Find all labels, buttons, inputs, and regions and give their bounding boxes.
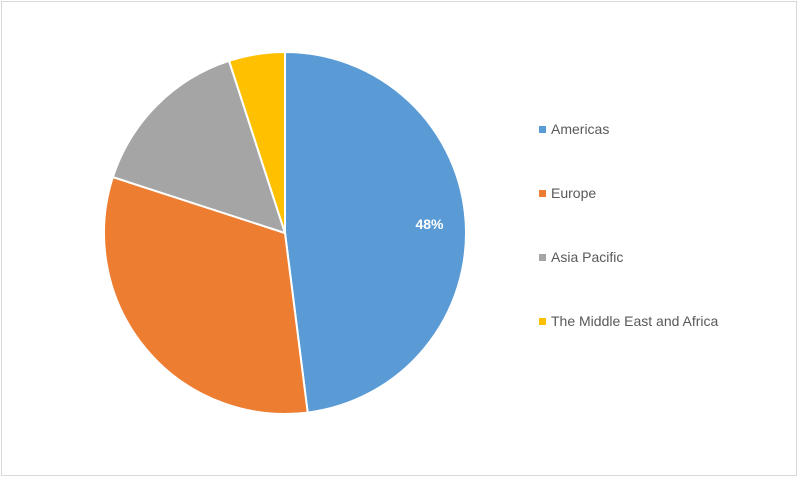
legend-swatch-americas (539, 126, 546, 133)
legend-label-middle-east-africa: The Middle East and Africa (551, 313, 719, 329)
legend-item-middle-east-africa: The Middle East and Africa (539, 312, 718, 376)
legend-swatch-middle-east-africa (539, 318, 546, 325)
data-label-americas: 48% (415, 216, 444, 232)
legend-item-europe: Europe (539, 184, 718, 248)
legend-label-americas: Americas (551, 121, 610, 137)
legend-item-americas: Americas (539, 120, 718, 184)
pie-slice-europe (103, 175, 309, 415)
pie-slice-americas (284, 50, 467, 414)
legend-label-europe: Europe (551, 185, 597, 201)
legend-item-asia-pacific: Asia Pacific (539, 248, 718, 312)
legend: Americas Europe Asia Pacific The Middle … (539, 120, 718, 376)
pie-slice-middle-east-africa (227, 50, 286, 234)
legend-swatch-asia-pacific (539, 254, 546, 261)
legend-swatch-europe (539, 190, 546, 197)
legend-label-asia-pacific: Asia Pacific (551, 249, 624, 265)
pie-slice-asia-pacific (111, 59, 287, 235)
